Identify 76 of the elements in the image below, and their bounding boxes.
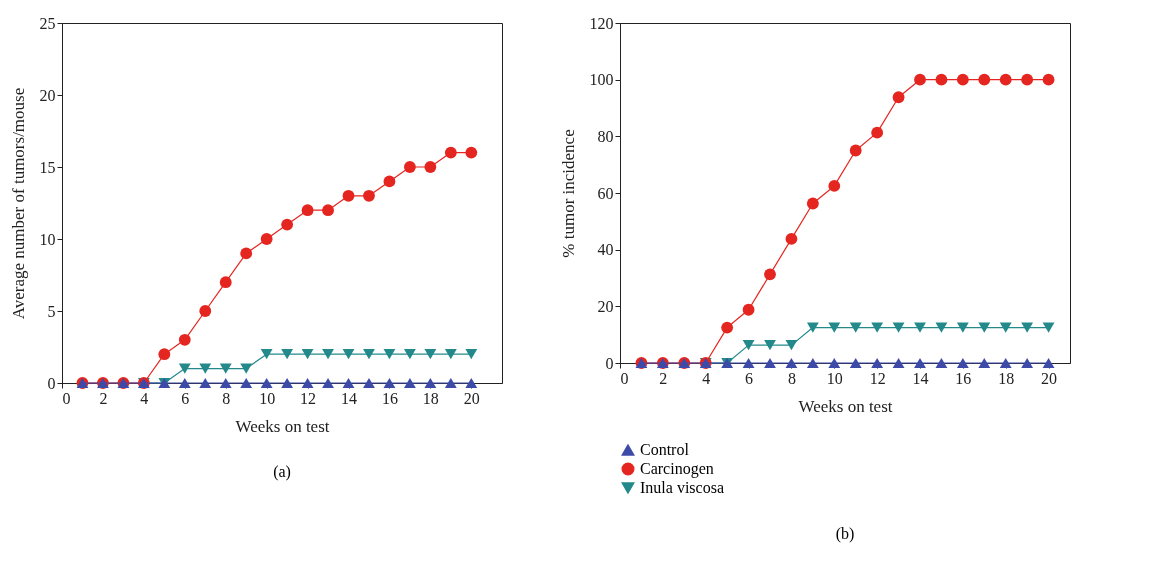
point (914, 322, 926, 333)
x-tick-label: 12 (300, 389, 317, 407)
x-tick-label: 6 (745, 369, 754, 387)
y-axis-title: % tumor incidence (558, 129, 578, 258)
x-tick-label: 8 (222, 389, 231, 407)
x-tick-label: 14 (912, 369, 929, 387)
point (342, 349, 355, 360)
y-axis-title: Average number of tumors/mouse (8, 87, 28, 320)
x-tick-label: 16 (955, 369, 972, 387)
point (383, 349, 396, 360)
y-tick-label: 60 (597, 184, 614, 202)
x-tick-label: 16 (381, 389, 398, 407)
point (465, 349, 478, 360)
point (806, 322, 819, 333)
point (403, 349, 416, 360)
point (1042, 357, 1055, 369)
point (956, 322, 969, 333)
x-tick-label: 10 (826, 369, 843, 387)
point (978, 322, 991, 333)
point (892, 322, 905, 333)
x-tick-label: 8 (787, 369, 796, 387)
x-tick-label: 20 (463, 389, 480, 407)
point (1021, 322, 1034, 333)
point (444, 349, 457, 360)
legend-label: Carcinogen (640, 460, 714, 478)
point (301, 349, 314, 360)
legend-label: Inula viscosa (640, 479, 724, 496)
point (828, 322, 841, 333)
y-tick-label: 25 (39, 14, 56, 32)
x-axis-title: Weeks on test (798, 396, 893, 416)
y-tick-label: 10 (39, 230, 56, 248)
x-tick-label: 2 (99, 389, 108, 407)
point (871, 322, 884, 333)
point (465, 146, 478, 159)
y-tick-label: 100 (589, 71, 614, 89)
y-tick-label: 20 (597, 297, 614, 315)
x-tick-label: 6 (181, 389, 190, 407)
legend-label: Control (640, 441, 690, 458)
x-tick-label: 4 (140, 389, 149, 407)
point (999, 322, 1012, 333)
y-tick-label: 40 (597, 241, 614, 259)
text: (b) (835, 525, 855, 543)
y-tick-label: 0 (605, 354, 614, 372)
y-tick-label: 120 (589, 14, 614, 32)
point (322, 349, 334, 360)
x-tick-label: 18 (422, 389, 439, 407)
x-tick-label: 10 (259, 389, 276, 407)
x-axis-title: Weeks on test (235, 416, 330, 436)
x-tick-label: 18 (998, 369, 1015, 387)
point (240, 363, 253, 374)
y-tick-label: 20 (39, 86, 56, 104)
x-tick-label: 20 (1041, 369, 1058, 387)
point (764, 340, 776, 351)
y-tick-label: 80 (597, 127, 614, 145)
x-tick-label: 14 (341, 389, 358, 407)
point (465, 377, 478, 389)
point (935, 322, 948, 333)
x-tick-label: 0 (620, 369, 629, 387)
y-tick-label: 5 (47, 302, 56, 320)
point (1042, 73, 1055, 86)
point (219, 363, 232, 374)
point (424, 349, 437, 360)
x-tick-label: 4 (702, 369, 711, 387)
point (849, 322, 862, 333)
point (199, 363, 212, 374)
x-tick-label: 0 (62, 389, 71, 407)
text: (a) (273, 463, 291, 481)
x-tick-label: 12 (869, 369, 886, 387)
y-tick-label: 15 (39, 158, 56, 176)
point (363, 349, 375, 360)
point (178, 363, 191, 374)
point (1042, 322, 1055, 333)
point (281, 349, 294, 360)
point (742, 340, 755, 351)
point (260, 349, 273, 360)
x-tick-label: 2 (659, 369, 668, 387)
